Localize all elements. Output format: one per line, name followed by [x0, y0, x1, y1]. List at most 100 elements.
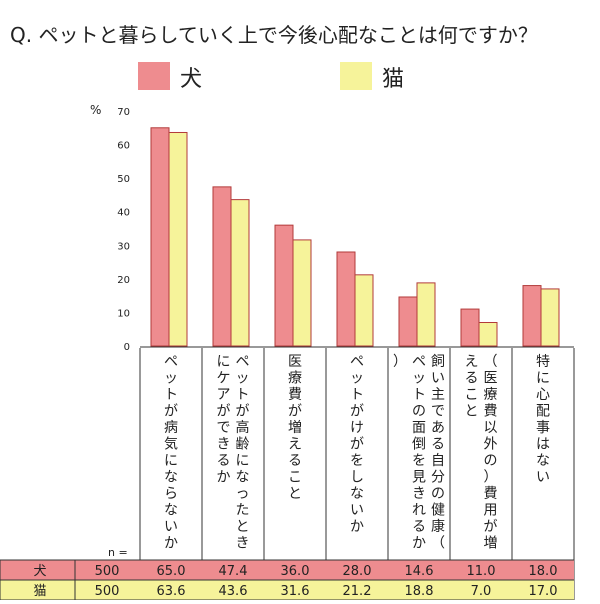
category-label-char: に: [217, 354, 231, 370]
category-label-char: 外: [484, 437, 498, 453]
category-label-char: 配: [536, 404, 550, 420]
category-label-char: し: [350, 470, 364, 486]
category-label-char: ト: [164, 387, 178, 403]
category-label-char: ）: [484, 470, 498, 486]
category-label-char: か: [217, 470, 231, 486]
category-label-char: い: [536, 470, 550, 486]
y-tick-label: 50: [117, 174, 130, 185]
category-label-char: な: [350, 486, 364, 502]
bar-cat: [416, 282, 436, 347]
category-label-char: 用: [484, 503, 498, 519]
bar-cat: [292, 239, 312, 347]
category-label-char: 齢: [236, 437, 250, 453]
category-label-char: る: [217, 453, 231, 469]
table-n-value: 500: [95, 584, 120, 599]
category-label-char: が: [236, 404, 250, 420]
category-label-char: 費: [288, 387, 302, 403]
bar-dog: [212, 186, 232, 347]
category-label-char: 療: [288, 370, 302, 387]
category-label-char: る: [288, 453, 302, 469]
y-tick-label: 10: [117, 308, 130, 319]
category-label-char: 自: [431, 453, 445, 469]
category-label-char: 高: [236, 419, 250, 436]
category-label-char: に: [236, 453, 250, 469]
n-label: n =: [108, 546, 128, 559]
category-label-char: と: [465, 404, 479, 420]
bar-dog: [336, 251, 356, 347]
category-label-char: か: [412, 536, 426, 552]
category-label-char: ペ: [164, 354, 178, 370]
bar-cat: [478, 322, 498, 347]
category-label-char: 医: [484, 371, 498, 387]
category-label-char: い: [431, 371, 445, 387]
category-label-char: 費: [484, 486, 498, 502]
category-label-char: （: [484, 354, 498, 370]
category-label-char: で: [431, 404, 445, 420]
table-value-cell: 14.6: [405, 564, 434, 579]
bar-cat: [168, 131, 188, 347]
y-axis-unit: %: [90, 103, 101, 117]
bar-dog: [398, 296, 418, 347]
table-value-cell: 18.8: [405, 584, 434, 599]
category-label-char: る: [431, 437, 445, 453]
category-label-char: 見: [412, 470, 426, 486]
category-label-char: え: [465, 354, 479, 370]
chart-title: Q. ペットと暮らしていく上で今後心配なことは何ですか？: [10, 23, 538, 47]
y-tick-label: 0: [124, 342, 130, 353]
legend-swatch-cat: [340, 62, 372, 90]
category-label-char: と: [288, 486, 302, 502]
category-label-char: 倒: [412, 437, 426, 453]
bar-dog: [522, 285, 542, 347]
category-label-char: ッ: [164, 371, 178, 387]
category-label-char: な: [236, 470, 250, 486]
table-value-cell: 31.6: [281, 584, 310, 599]
category-label-char: 心: [536, 387, 550, 403]
category-label-char: の: [431, 486, 445, 502]
category-label-char: ッ: [236, 371, 250, 387]
legend-label-dog: 犬: [180, 67, 202, 92]
category-label-char: に: [536, 371, 550, 387]
table-value-cell: 43.6: [219, 584, 248, 599]
table-value-cell: 7.0: [471, 584, 492, 599]
category-label-char: が: [164, 404, 178, 420]
category-label-char: を: [412, 453, 426, 469]
category-label-char: 増: [484, 536, 498, 552]
category-label-char: が: [484, 519, 498, 535]
category-label-char: ア: [217, 387, 231, 403]
category-label-char: 費: [484, 404, 498, 420]
bar-dog: [460, 308, 480, 347]
category-label-char: 特: [536, 354, 550, 370]
table-value-cell: 11.0: [467, 564, 496, 579]
category-label-char: ペ: [350, 354, 364, 370]
category-label-char: 事: [536, 420, 550, 436]
category-label-char: の: [484, 453, 498, 469]
table-value-cell: 18.0: [529, 564, 558, 579]
y-axis-ticks: 0 10 20 30 40 50 60 70: [117, 107, 130, 353]
category-label-char: が: [217, 404, 231, 420]
y-tick-label: 60: [117, 141, 130, 152]
category-label-char: 気: [164, 437, 178, 453]
table-value-cell: 36.0: [281, 564, 310, 579]
category-label-char: け: [350, 420, 364, 436]
category-label-char: た: [236, 503, 250, 519]
category-label-char: き: [236, 536, 250, 552]
category-label-char: に: [164, 453, 178, 469]
category-label-char: き: [412, 486, 426, 502]
category-label-char: る: [412, 519, 426, 535]
category-label-char: ペ: [412, 354, 426, 370]
category-label-char: と: [236, 519, 250, 535]
category-label-char: な: [536, 453, 550, 469]
category-labels: ペットが病気にならないかペットが高齢になったときにケアができるか医療費が増えるこ…: [139, 348, 575, 600]
bar-dog: [150, 127, 170, 347]
table-series-name: 犬: [33, 564, 46, 579]
category-label-char: あ: [431, 420, 445, 436]
category-label-char: 以: [484, 420, 498, 436]
category-label-char: ケ: [217, 371, 231, 387]
category-label-char: 病: [164, 420, 178, 436]
table-n-value: 500: [95, 564, 120, 579]
category-label-char: こ: [465, 387, 479, 403]
y-tick-label: 30: [117, 241, 130, 252]
category-label-char: か: [350, 519, 364, 535]
y-tick-label: 70: [117, 107, 130, 118]
category-label-char: 主: [431, 387, 445, 403]
